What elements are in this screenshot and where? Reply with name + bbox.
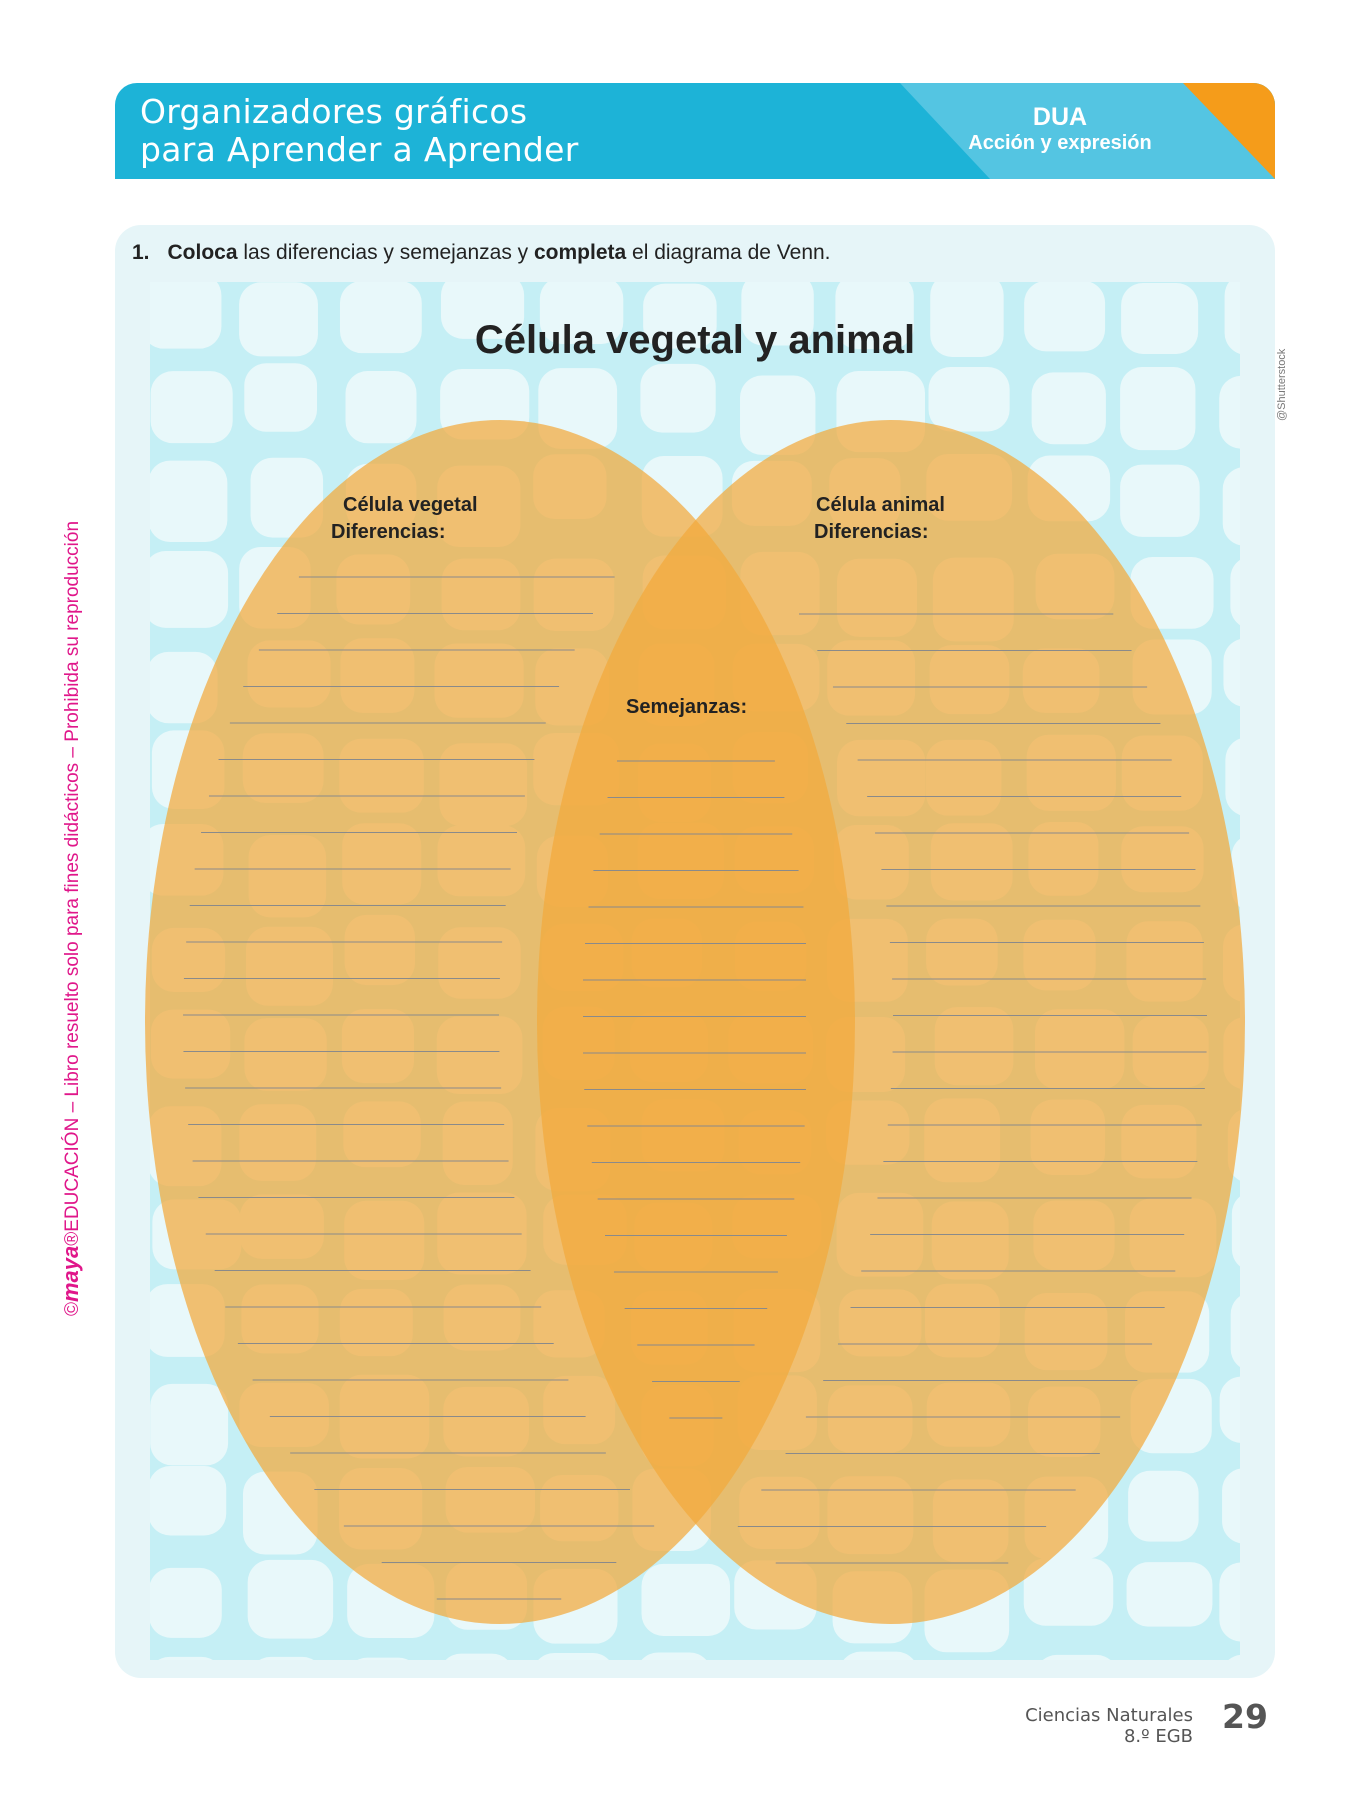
- left-circle-label: Célula vegetal: [343, 494, 478, 516]
- pattern-cell: [740, 375, 816, 455]
- pattern-cell: [440, 282, 525, 339]
- pattern-cell: [643, 283, 717, 349]
- pattern-cell: [259, 1656, 314, 1660]
- pattern-cell: [150, 371, 233, 444]
- pattern-cell: [1126, 1562, 1213, 1627]
- copyright-text: ®EDUCACIÓN – Libro resuelto solo para fi…: [62, 520, 83, 1246]
- pattern-cell: [843, 1651, 914, 1660]
- instruction-verb2: completa: [534, 241, 627, 264]
- pattern-cell: [150, 1383, 229, 1466]
- image-credit: @Shutterstock: [1276, 348, 1288, 421]
- pattern-cell: [732, 1664, 812, 1743]
- pattern-cell: [244, 363, 318, 432]
- pattern-cell: [1128, 1470, 1199, 1542]
- pattern-cell: [150, 551, 229, 628]
- similarities-label: Semejanzas:: [626, 696, 748, 718]
- pattern-cell: [538, 1652, 609, 1660]
- pattern-cell: [539, 282, 624, 344]
- pattern-cell: [1031, 372, 1106, 445]
- pattern-cell: [1228, 1654, 1240, 1660]
- pattern-cell: [239, 282, 318, 357]
- pattern-cell: [1120, 367, 1196, 451]
- pattern-cell: [150, 1466, 227, 1536]
- badge-title: DUA: [1032, 103, 1088, 131]
- pattern-cell: [247, 1559, 334, 1639]
- pattern-cell: [150, 282, 222, 349]
- pattern-cell: [1024, 282, 1106, 352]
- diagram-title: Célula vegetal y animal: [474, 318, 916, 362]
- corner-accent: [1183, 83, 1275, 179]
- badge-subtitle: Acción y expresión: [968, 132, 1152, 154]
- badge-background: [900, 83, 1275, 179]
- footer-grade: 8.º EGB: [1123, 1726, 1193, 1747]
- pattern-cell: [1219, 1376, 1240, 1443]
- pattern-cell: [835, 282, 914, 349]
- pattern-cell: [741, 282, 814, 346]
- right-circle-label: Célula animal: [816, 494, 945, 516]
- instruction-text1: las diferencias y semejanzas y: [237, 241, 534, 264]
- header-decoration: [900, 83, 1275, 179]
- instruction-verb1: Coloca: [167, 241, 238, 264]
- pattern-cell: [345, 371, 417, 444]
- pattern-cell: [1230, 559, 1240, 626]
- pattern-cell: [641, 1652, 707, 1660]
- header-title: Organizadores gráficos para Aprender a A…: [140, 93, 579, 169]
- pattern-cell: [640, 363, 716, 433]
- header-title-line1: Organizadores gráficos: [140, 92, 528, 131]
- pattern-cell: [1222, 1468, 1240, 1544]
- pattern-cell: [1219, 375, 1240, 449]
- instruction: 1. Coloca las diferencias y semejanzas y …: [132, 241, 831, 265]
- right-circle: [537, 420, 1245, 1624]
- instruction-text2: el diagrama de Venn.: [626, 241, 831, 264]
- pattern-cell: [250, 457, 324, 538]
- pattern-cell: [1130, 556, 1214, 629]
- pattern-cell: [1219, 1562, 1240, 1642]
- activity-number: 1.: [132, 241, 150, 264]
- copyright-symbol: ©: [62, 1302, 83, 1316]
- left-differences-label: Diferencias:: [331, 521, 446, 543]
- pattern-cell: [641, 1563, 731, 1636]
- brand-logo: maya: [58, 1245, 83, 1302]
- pattern-cell: [1042, 1654, 1111, 1660]
- right-differences-label: Diferencias:: [814, 521, 929, 543]
- pattern-cell: [445, 1653, 508, 1660]
- pattern-cell: [150, 460, 228, 543]
- dua-badge: DUA Acción y expresión: [965, 103, 1155, 155]
- pattern-cell: [1120, 464, 1200, 537]
- pattern-cell: [930, 282, 1004, 357]
- pattern-cell: [1121, 282, 1199, 354]
- pattern-cell: [158, 1656, 213, 1660]
- pattern-cell: [1023, 1558, 1114, 1626]
- pattern-cell: [339, 282, 422, 354]
- footer-subject: Ciencias Naturales: [1025, 1705, 1193, 1726]
- pattern-cell: [928, 367, 1010, 432]
- pattern-cell: [1230, 1296, 1240, 1368]
- page-header: Organizadores gráficos para Aprender a A…: [115, 83, 1275, 179]
- page-number: 29: [1222, 1697, 1268, 1736]
- pattern-cell: [150, 1567, 222, 1638]
- pattern-cell: [1224, 282, 1240, 354]
- pattern-cell: [1231, 1196, 1240, 1267]
- copyright-notice: ©maya®EDUCACIÓN – Libro resuelto solo pa…: [58, 521, 84, 1316]
- footer-info: Ciencias Naturales 8.º EGB: [1025, 1705, 1193, 1747]
- pattern-cell: [925, 1662, 1009, 1739]
- pattern-cell: [357, 1657, 409, 1660]
- pattern-cell: [1222, 467, 1240, 546]
- pattern-cell: [1225, 738, 1240, 815]
- pattern-cell: [1223, 639, 1240, 707]
- pattern-cell: [1231, 838, 1240, 908]
- header-title-line2: para Aprender a Aprender: [140, 130, 579, 169]
